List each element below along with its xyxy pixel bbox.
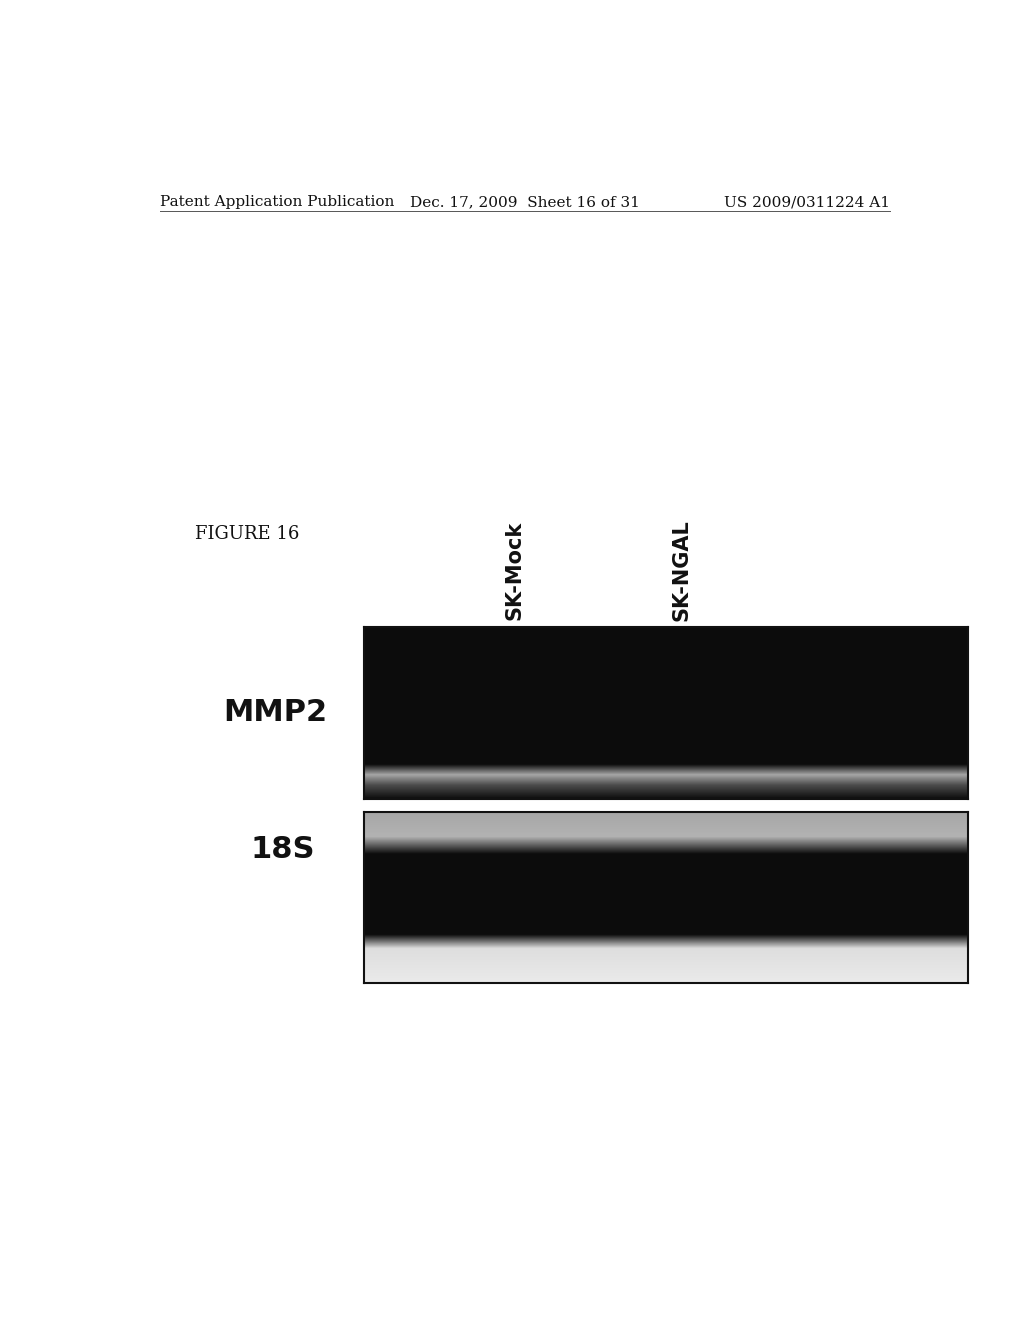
Text: SK-NGAL: SK-NGAL xyxy=(672,519,691,620)
Text: SK-Mock: SK-Mock xyxy=(505,520,525,619)
Text: Patent Application Publication: Patent Application Publication xyxy=(160,195,394,209)
Text: US 2009/0311224 A1: US 2009/0311224 A1 xyxy=(724,195,890,209)
Text: MMP2: MMP2 xyxy=(223,698,327,727)
Text: Dec. 17, 2009  Sheet 16 of 31: Dec. 17, 2009 Sheet 16 of 31 xyxy=(410,195,640,209)
Text: FIGURE 16: FIGURE 16 xyxy=(196,525,300,544)
Text: 18S: 18S xyxy=(251,836,315,865)
